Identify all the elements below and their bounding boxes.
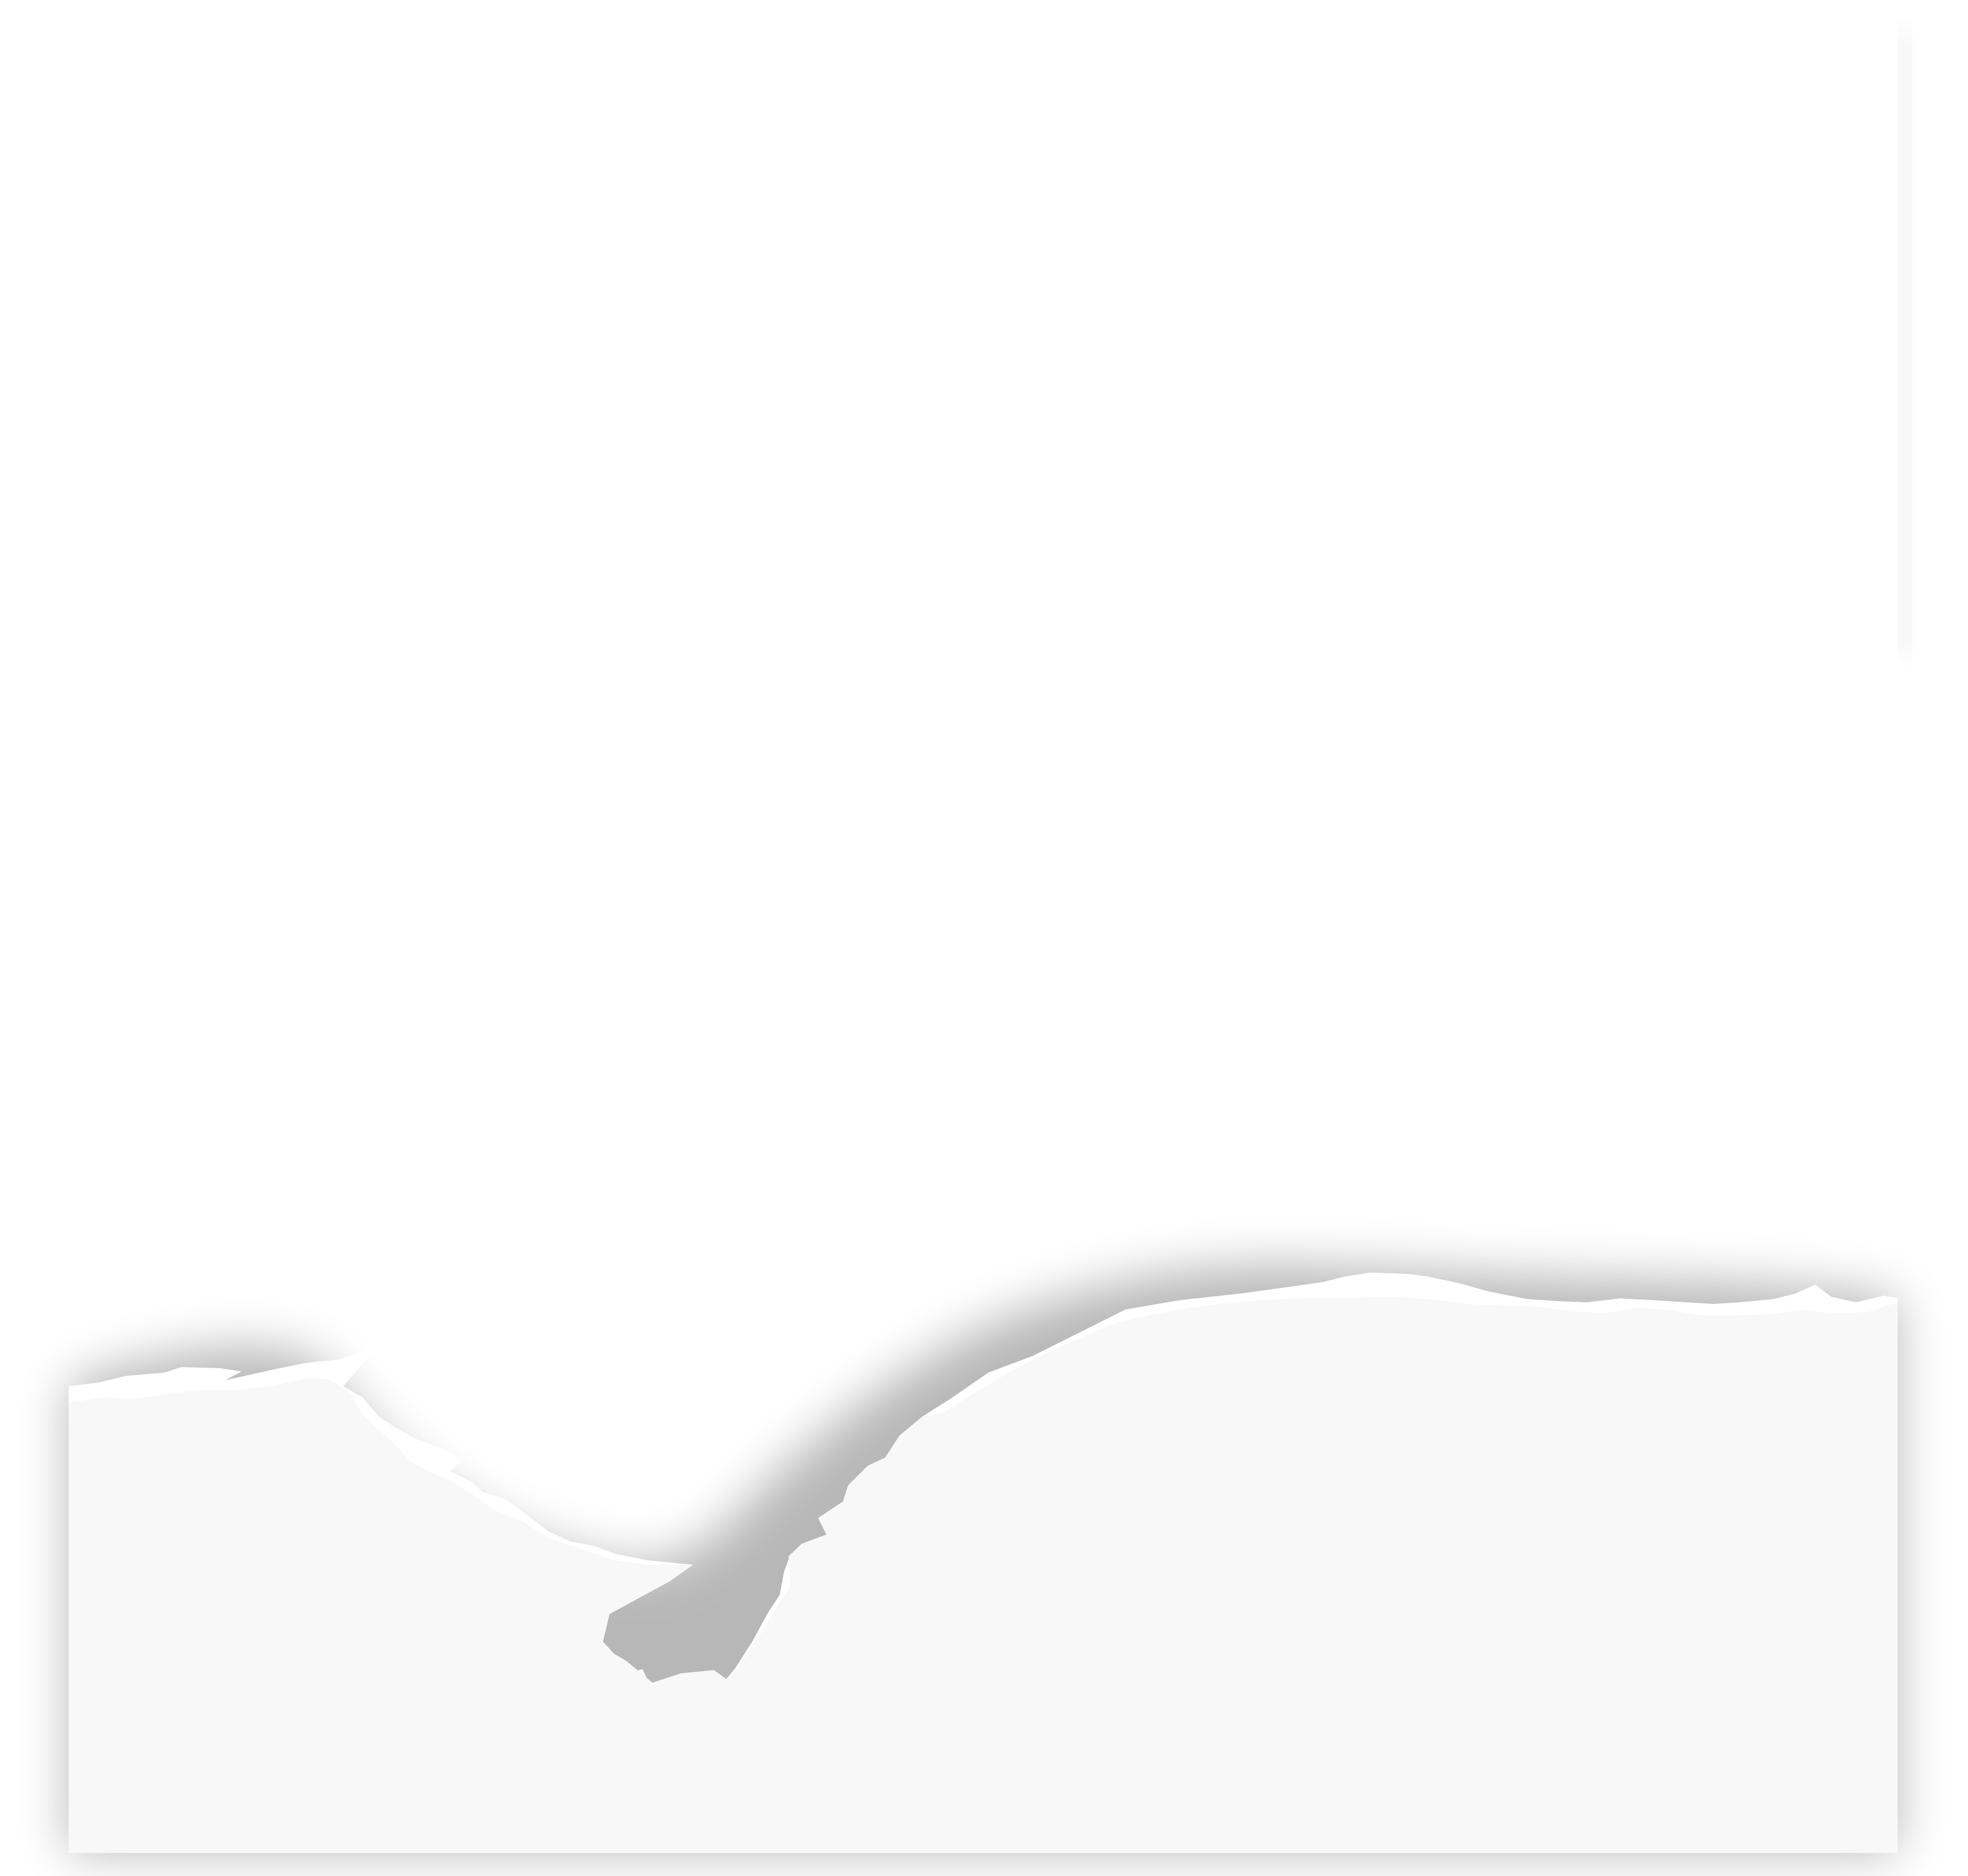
- torn-paper-lower-sheet: [69, 1297, 1898, 1853]
- torn-paper-white-edge: [69, 1273, 1898, 1688]
- sheet-side-shadow: [1901, 33, 1909, 653]
